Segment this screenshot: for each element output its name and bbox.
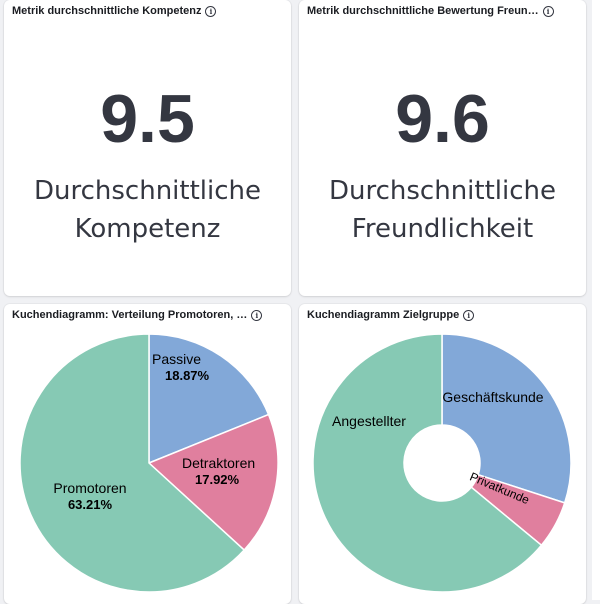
donut-slice-geschäftskunde[interactable]: [441, 333, 572, 504]
metric-label-line2: Freundlichkeit: [351, 214, 534, 244]
pie-panel-promoters: Kuchendiagramm: Verteilung Promotoren, ……: [4, 304, 291, 604]
metric-panel-friendliness: Metrik durchschnittliche Bewertung Freun…: [299, 0, 586, 296]
pie-value-detraktoren: 17.92%: [195, 472, 240, 487]
panel-title: Kuchendiagramm Zielgruppe i: [307, 309, 578, 321]
panel-title: Kuchendiagramm: Verteilung Promotoren, ……: [12, 309, 283, 321]
pie-slice-passive[interactable]: [148, 333, 270, 465]
panel-title-text: Kuchendiagramm: Verteilung Promotoren, …: [12, 309, 248, 321]
panel-title: Metrik durchschnittliche Bewertung Freun…: [307, 5, 578, 17]
metric-label-line1: Durchschnittliche: [33, 176, 262, 206]
metric-label-line2: Kompetenz: [74, 214, 221, 244]
metric-value: 9.5: [100, 81, 195, 157]
pie-slice-promotoren[interactable]: [19, 333, 246, 593]
pie-label-detraktoren: Detraktoren: [182, 455, 255, 471]
info-icon[interactable]: i: [463, 309, 475, 321]
metric-label-line1: Durchschnittliche: [328, 176, 557, 206]
panel-title-text: Metrik durchschnittliche Bewertung Freun…: [307, 5, 539, 17]
info-icon[interactable]: i: [542, 5, 554, 17]
right-edge: [592, 0, 600, 600]
panel-title: Metrik durchschnittliche Kompetenz i: [12, 5, 283, 17]
metric-label: Durchschnittliche Kompetenz: [4, 172, 291, 248]
donut-label-geschäftskunde: Geschäftskunde: [442, 389, 543, 405]
pie-value-passive: 18.87%: [165, 368, 210, 383]
panel-title-text: Kuchendiagramm Zielgruppe: [307, 309, 460, 321]
pie-label-passive: Passive: [152, 351, 201, 367]
panel-title-text: Metrik durchschnittliche Kompetenz: [12, 5, 202, 17]
pie-slice-detraktoren[interactable]: [147, 413, 279, 552]
metric-label: Durchschnittliche Freundlichkeit: [299, 172, 586, 248]
donut-label-angestellter: Angestellter: [332, 413, 406, 429]
donut-slice-angestellter[interactable]: [312, 333, 543, 593]
info-icon[interactable]: i: [251, 309, 263, 321]
pie-panel-target-group: Kuchendiagramm Zielgruppe i Geschäftskun…: [299, 304, 586, 604]
metric-panel-competence: Metrik durchschnittliche Kompetenz i 9.5…: [4, 0, 291, 296]
pie-label-promotoren: Promotoren: [53, 480, 126, 496]
pie-value-promotoren: 63.21%: [68, 497, 113, 512]
info-icon[interactable]: i: [205, 5, 217, 17]
metric-value: 9.6: [395, 81, 490, 157]
